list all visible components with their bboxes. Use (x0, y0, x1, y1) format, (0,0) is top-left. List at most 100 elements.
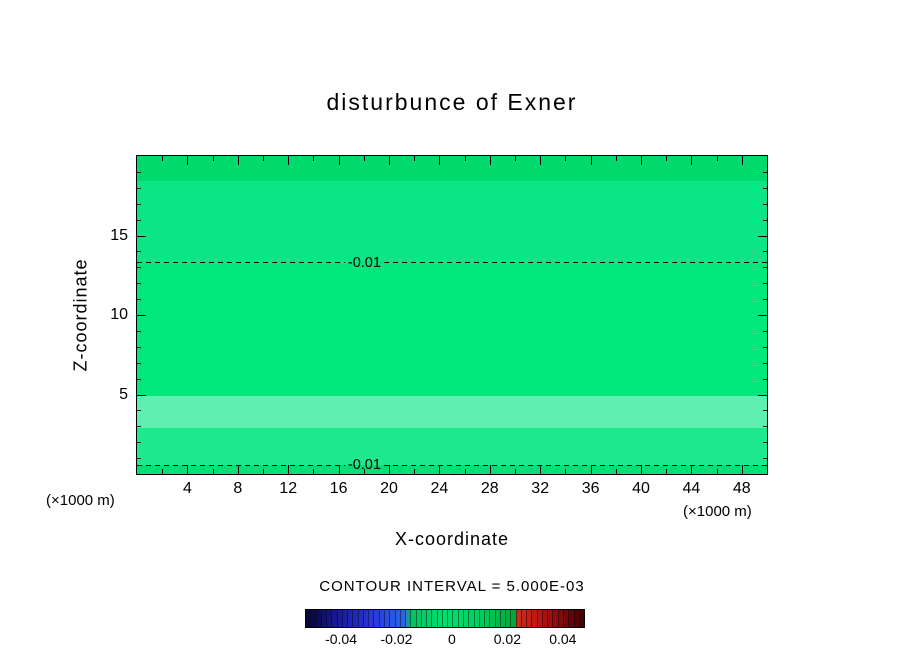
x-tick-mark (590, 156, 592, 165)
x-tick-label: 8 (233, 480, 243, 497)
colorbar-segment (389, 610, 395, 627)
x-tick-mark (691, 465, 693, 474)
colorbar-tick-label: -0.02 (380, 631, 413, 647)
colorbar-segment (541, 610, 548, 627)
x-tick-mark (515, 156, 516, 161)
colorbar-segment (431, 610, 437, 627)
colorbar-segment (499, 610, 506, 627)
colorbar-segment (494, 610, 500, 627)
colorbar-segment (394, 610, 400, 627)
y-tick-mark (763, 346, 767, 348)
x-tick-label: 4 (182, 480, 192, 497)
y-tick-label: 10 (110, 306, 128, 323)
x-tick-mark (363, 156, 365, 161)
x-tick-mark (615, 156, 617, 161)
x-tick-label: 32 (531, 480, 550, 497)
contour-line: -0.01 (137, 255, 767, 271)
x-tick-mark (439, 465, 441, 474)
colorbar-segment (520, 610, 527, 627)
colorbar-segment (526, 610, 532, 627)
x-tick-mark (338, 465, 340, 474)
colorbar-segment (306, 610, 311, 627)
x-tick-label: 28 (480, 480, 499, 497)
colorbar-segment (378, 610, 384, 627)
x-tick-mark (565, 469, 567, 474)
y-tick-mark (137, 187, 141, 189)
colorbar-segment (320, 610, 327, 627)
plot-area: -0.01 -0.01 (136, 155, 768, 475)
x-tick-mark (414, 469, 416, 474)
colorbar-segment (473, 610, 479, 627)
x-tick-label: 36 (581, 480, 600, 497)
y-tick-mark (763, 330, 767, 332)
x-tick-mark (565, 156, 567, 161)
colorbar-segment (410, 610, 416, 627)
x-tick-mark (540, 465, 542, 474)
contour-dash-left (137, 262, 345, 264)
colorbar-segment (563, 610, 569, 627)
y-tick-label: 5 (119, 385, 128, 403)
colorbar-segment (362, 610, 369, 627)
colorbar-segment (426, 610, 432, 627)
x-tick-mark (716, 156, 718, 161)
x-axis-unit-label: (×1000 m) (683, 503, 752, 520)
colorbar-segment (399, 610, 406, 627)
x-tick-label: 48 (732, 480, 751, 497)
y-tick-mark (763, 426, 767, 428)
x-tick-mark (716, 469, 718, 474)
x-tick-mark (313, 469, 315, 474)
colorbar-tick-label: 0 (448, 631, 456, 647)
colorbar-segment (357, 610, 363, 627)
contour-dash-right (383, 262, 767, 264)
y-tick-mark (763, 187, 767, 189)
colorbar-segment (341, 610, 348, 627)
x-tick-mark (414, 156, 416, 161)
colorbar-segment (336, 610, 342, 627)
x-tick-mark (263, 156, 264, 161)
x-tick-mark (666, 156, 668, 161)
x-tick-mark (590, 465, 592, 474)
x-tick-label: 20 (380, 480, 398, 497)
x-tick-mark (313, 156, 315, 161)
colorbar-tick-label: 0.02 (493, 631, 521, 647)
x-tick-mark (741, 465, 743, 474)
x-tick-mark (666, 469, 668, 474)
contour-interval-text: CONTOUR INTERVAL = 5.000E-03 (319, 578, 585, 595)
x-tick-mark (615, 469, 617, 474)
y-tick-mark (137, 267, 141, 269)
y-tick-mark (137, 299, 141, 301)
x-tick-mark (691, 156, 693, 165)
colorbar-segment (568, 610, 574, 627)
y-tick-mark (763, 203, 767, 205)
y-tick-label: 15 (110, 226, 128, 244)
y-tick-mark (763, 458, 767, 460)
colorbar-segment (536, 610, 542, 627)
x-tick-label: 40 (632, 480, 650, 497)
colorbar-tick-label: -0.04 (325, 631, 357, 647)
plot-title: disturbunce of Exner (326, 89, 578, 115)
colorbar-segment (468, 610, 474, 627)
x-tick-mark (338, 156, 340, 165)
colorbar-segment (310, 610, 316, 627)
y-tick-mark (758, 394, 767, 396)
field-band (137, 181, 767, 264)
colorbar-segment (326, 610, 332, 627)
x-tick-label: 44 (682, 480, 701, 497)
y-tick-mark (763, 283, 767, 285)
y-tick-mark (137, 346, 141, 348)
x-tick-mark (162, 156, 164, 161)
y-tick-mark (137, 410, 141, 412)
colorbar-segment (510, 610, 516, 627)
y-tick-mark (763, 251, 767, 253)
colorbar-segment (557, 610, 564, 627)
x-tick-mark (389, 465, 390, 474)
y-tick-mark (137, 235, 146, 237)
colorbar-segment (347, 610, 353, 627)
colorbar-tick-label: 0.04 (549, 631, 577, 647)
y-tick-mark (758, 235, 767, 237)
x-tick-mark (162, 469, 164, 474)
y-tick-mark (137, 315, 146, 316)
x-tick-mark (641, 465, 642, 474)
colorbar-segment (552, 610, 558, 627)
colorbar-segment (447, 610, 453, 627)
